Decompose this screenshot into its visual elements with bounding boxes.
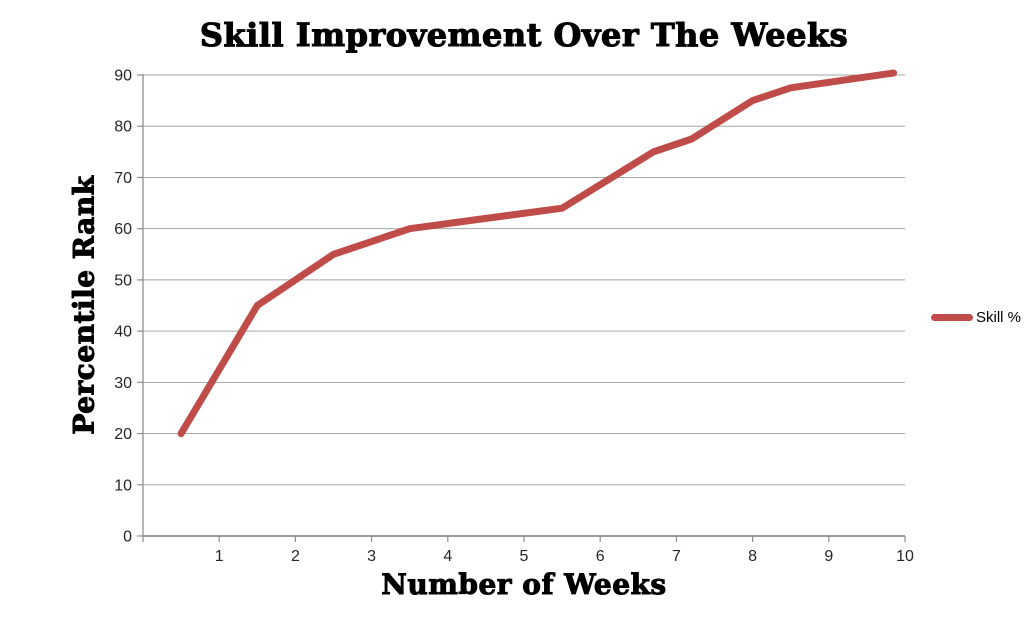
y-tick-label: 60 — [114, 221, 132, 238]
legend: Skill % — [931, 309, 1021, 326]
x-tick-label: 3 — [367, 548, 376, 565]
y-tick-label: 80 — [114, 119, 132, 136]
y-tick-label: 0 — [123, 529, 132, 546]
legend-label: Skill % — [976, 309, 1022, 326]
y-tick-label: 10 — [114, 477, 132, 494]
y-tick-label: 20 — [114, 426, 132, 443]
x-axis-title: Number of Weeks — [381, 568, 667, 602]
x-tick-label: 1 — [215, 548, 224, 565]
series-line-skill — [177, 69, 898, 438]
x-tick-label: 4 — [443, 548, 452, 565]
x-tick-label: 10 — [896, 548, 914, 565]
y-tick-label: 30 — [114, 375, 132, 392]
chart-title: Skill Improvement Over The Weeks — [199, 15, 849, 54]
y-tick-label: 70 — [114, 170, 132, 187]
x-tick-label: 5 — [520, 548, 529, 565]
x-tick-label: 9 — [824, 548, 833, 565]
y-tick-label: 50 — [114, 272, 132, 289]
y-tick-label: 90 — [114, 68, 132, 85]
legend-line-sample — [931, 314, 973, 321]
y-tick-label: 40 — [114, 324, 132, 341]
x-tick-label: 7 — [672, 548, 681, 565]
x-tick-label: 6 — [596, 548, 605, 565]
x-tick-label: 8 — [748, 548, 757, 565]
x-tick-label: 2 — [291, 548, 300, 565]
